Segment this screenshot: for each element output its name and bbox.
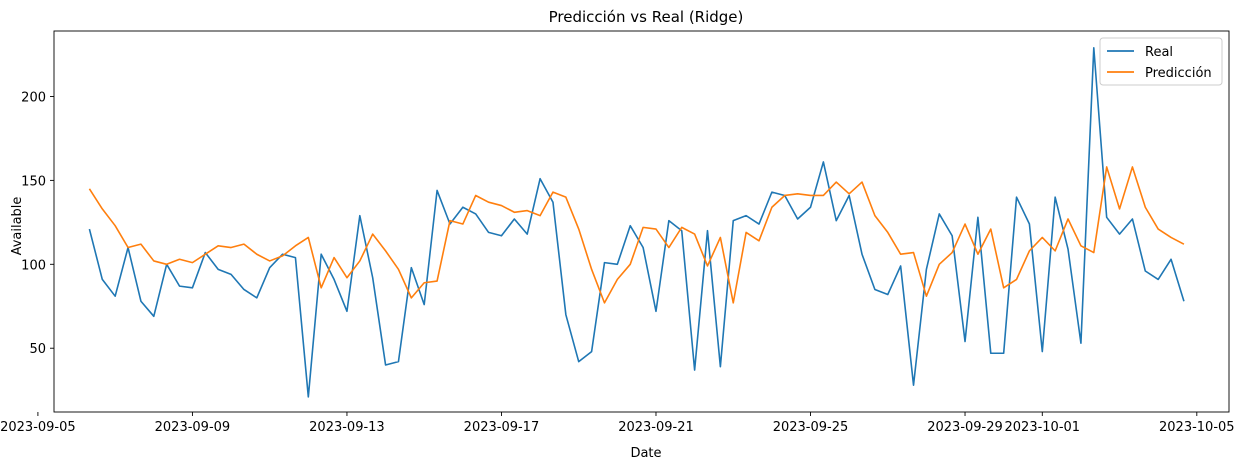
- x-tick-label: 2023-09-05: [0, 420, 76, 435]
- y-tick-label: 200: [21, 90, 46, 105]
- legend: Real Predicción: [1099, 37, 1223, 86]
- x-tick-label: 2023-09-13: [309, 420, 385, 435]
- plot-area: 2023-09-05 2023-09-09 2023-09-13 2023-09-17…: [0, 30, 1235, 435]
- legend-label-prediccion: Predicción: [1145, 66, 1212, 81]
- chart-title: Predicción vs Real (Ridge): [549, 8, 744, 26]
- x-tick-label: 2023-10-01: [1005, 420, 1081, 435]
- x-tick-label: 2023-09-09: [155, 420, 231, 435]
- x-tick-label: 2023-09-17: [464, 420, 540, 435]
- y-tick-label: 50: [29, 342, 46, 357]
- y-tick-label: 100: [21, 258, 46, 273]
- x-tick-label: 2023-10-05: [1159, 420, 1235, 435]
- x-tick-label: 2023-09-25: [773, 420, 849, 435]
- y-axis-label: Available: [10, 197, 25, 256]
- y-tick-label: 150: [21, 174, 46, 189]
- series-line-real: [88, 46, 1185, 398]
- x-axis-label: Date: [630, 446, 661, 461]
- legend-label-real: Real: [1145, 45, 1173, 60]
- x-tick-label: 2023-09-21: [618, 420, 694, 435]
- series-line-prediccion: [88, 166, 1185, 304]
- x-tick-label: 2023-09-29: [927, 420, 1003, 435]
- axes-frame: [53, 30, 1230, 413]
- legend-box: [1099, 37, 1223, 86]
